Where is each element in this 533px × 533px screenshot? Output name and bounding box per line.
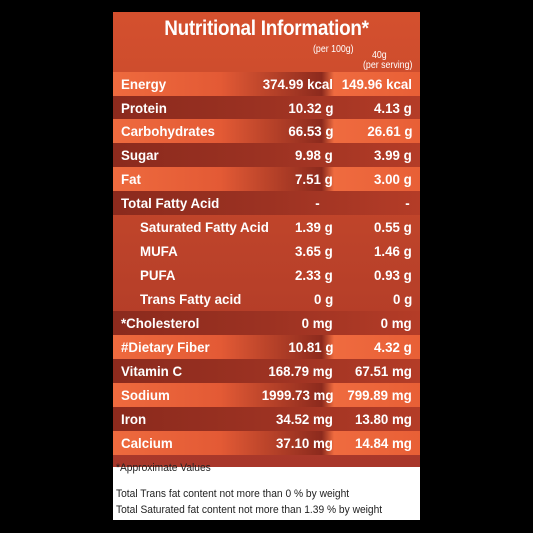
table-row: Total Fatty Acid - - xyxy=(113,191,420,215)
nutrient-name: Vitamin C xyxy=(121,363,183,379)
table-row: Energy 374.99 kcal 149.96 kcal xyxy=(113,72,420,96)
header-serving-weight: 40g xyxy=(372,50,387,61)
value-per-serving: - xyxy=(405,195,410,211)
value-per-serving: 0.93 g xyxy=(374,267,412,283)
value-per-serving: 4.32 g xyxy=(374,339,412,355)
nutrient-name: MUFA xyxy=(140,243,178,259)
nutrient-name: PUFA xyxy=(140,267,176,283)
value-per-serving: 26.61 g xyxy=(366,123,412,139)
footnote-trans-fat: Total Trans fat content not more than 0 … xyxy=(116,488,350,500)
table-row: Iron 34.52 mg 13.80 mg xyxy=(113,407,420,431)
value-per-serving: 14.84 mg xyxy=(355,435,412,451)
table-row: Saturated Fatty Acid 1.39 g 0.55 g xyxy=(113,215,420,239)
table-row: *Cholesterol 0 mg 0 mg xyxy=(113,311,420,335)
nutrition-label: Nutritional Information* (per 100g) 40g … xyxy=(113,12,420,520)
value-per-100g: 34.52 mg xyxy=(276,411,333,427)
value-per-serving: 0 mg xyxy=(380,315,412,331)
value-per-100g: 66.53 g xyxy=(287,123,333,139)
table-row: Sugar 9.98 g 3.99 g xyxy=(113,143,420,167)
header-per-serving: (per serving) xyxy=(363,60,413,71)
value-per-100g: 0 mg xyxy=(301,315,333,331)
value-per-serving: 3.99 g xyxy=(374,147,412,163)
nutrient-name: Protein xyxy=(121,100,167,116)
value-per-serving: 1.46 g xyxy=(374,243,412,259)
value-per-serving: 0.55 g xyxy=(374,219,412,235)
nutrient-name: Sugar xyxy=(121,147,159,163)
table-row: Carbohydrates 66.53 g 26.61 g xyxy=(113,119,420,143)
nutrient-name: #Dietary Fiber xyxy=(121,339,210,355)
nutrient-name: Total Fatty Acid xyxy=(121,195,220,211)
value-per-100g: 374.99 kcal xyxy=(262,76,333,92)
nutrition-panel: Nutritional Information* (per 100g) 40g … xyxy=(113,12,420,467)
value-per-100g: - xyxy=(315,195,320,211)
nutrient-name: Carbohydrates xyxy=(121,123,215,139)
label-title: Nutritional Information* xyxy=(164,17,369,40)
value-per-100g: 10.32 g xyxy=(287,100,333,116)
value-per-100g: 37.10 mg xyxy=(276,435,333,451)
value-per-100g: 0 g xyxy=(313,291,333,307)
table-row: Fat 7.51 g 3.00 g xyxy=(113,167,420,191)
nutrient-name: Iron xyxy=(121,411,147,427)
value-per-100g: 9.98 g xyxy=(295,147,333,163)
nutrient-name: Energy xyxy=(121,76,167,92)
nutrient-name: Trans Fatty acid xyxy=(140,291,242,307)
value-per-100g: 3.65 g xyxy=(295,243,333,259)
header-per-100g: (per 100g) xyxy=(313,44,354,55)
value-per-serving: 3.00 g xyxy=(374,171,412,187)
value-per-serving: 4.13 g xyxy=(374,100,412,116)
table-row: PUFA 2.33 g 0.93 g xyxy=(113,263,420,287)
value-per-100g: 1.39 g xyxy=(295,219,333,235)
table-row: MUFA 3.65 g 1.46 g xyxy=(113,239,420,263)
table-row: Sodium 1999.73 mg 799.89 mg xyxy=(113,383,420,407)
nutrient-name: Saturated Fatty Acid xyxy=(140,219,269,235)
table-row: Protein 10.32 g 4.13 g xyxy=(113,96,420,120)
table-row: Vitamin C 168.79 mg 67.51 mg xyxy=(113,359,420,383)
value-per-100g: 7.51 g xyxy=(295,171,333,187)
nutrient-name: Sodium xyxy=(121,387,170,403)
table-row: #Dietary Fiber 10.81 g 4.32 g xyxy=(113,335,420,359)
value-per-100g: 2.33 g xyxy=(295,267,333,283)
table-row: Calcium 37.10 mg 14.84 mg xyxy=(113,431,420,455)
value-per-serving: 149.96 kcal xyxy=(341,76,412,92)
value-per-serving: 67.51 mg xyxy=(355,363,412,379)
footnote-approximate: *Approximate Values xyxy=(116,462,211,474)
nutrient-name: Fat xyxy=(121,171,141,187)
footnote-saturated-fat: Total Saturated fat content not more tha… xyxy=(116,504,383,516)
value-per-serving: 799.89 mg xyxy=(347,387,412,403)
value-per-serving: 0 g xyxy=(392,291,412,307)
nutrient-name: *Cholesterol xyxy=(121,315,200,331)
value-per-100g: 1999.73 mg xyxy=(261,387,333,403)
nutrient-name: Calcium xyxy=(121,435,173,451)
table-row: Trans Fatty acid 0 g 0 g xyxy=(113,287,420,311)
value-per-100g: 168.79 mg xyxy=(268,363,333,379)
value-per-serving: 13.80 mg xyxy=(355,411,412,427)
value-per-100g: 10.81 g xyxy=(287,339,333,355)
